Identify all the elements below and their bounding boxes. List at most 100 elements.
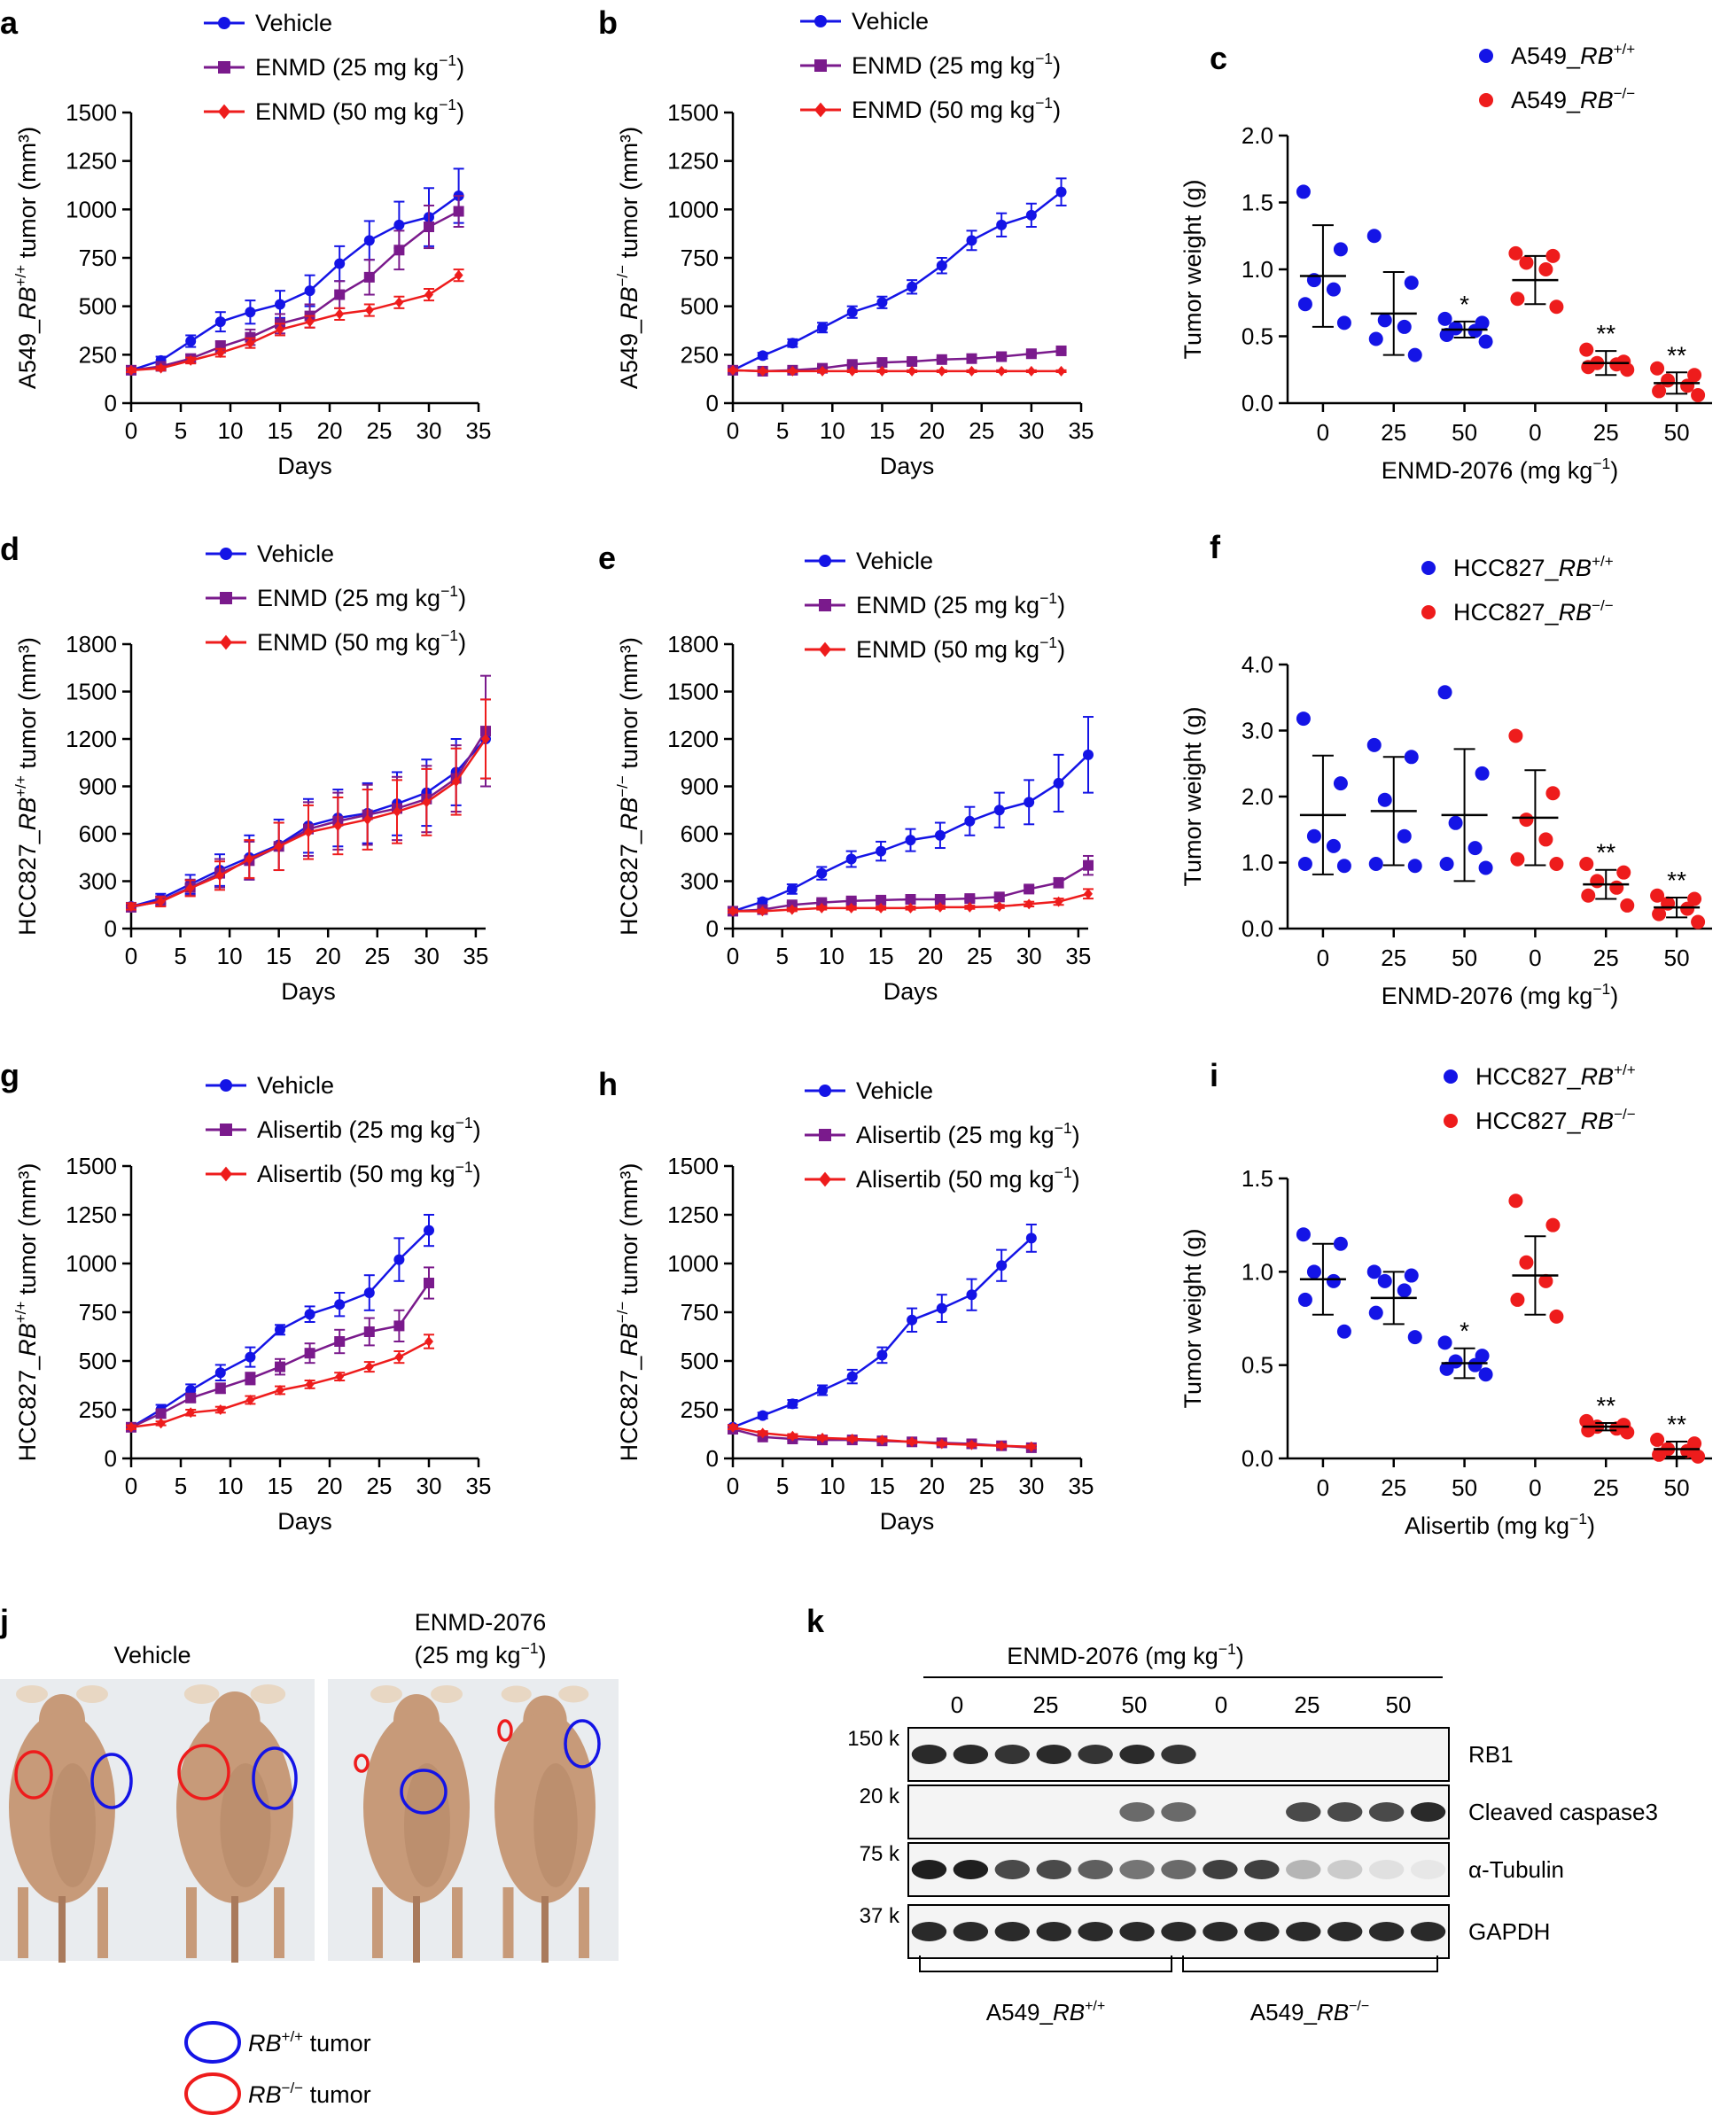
data-point [817,1385,829,1396]
y-tick-label: 1.5 [1242,1165,1273,1192]
text-run: ENMD-2076 (mg kg [1382,983,1593,1009]
x-tick-label: 0 [727,417,739,444]
data-point [334,258,346,269]
mw-marker: 20 k [860,1785,900,1808]
x-tick-label: 50 [1452,1474,1477,1501]
ylabel-superscript: −/− [614,1302,631,1324]
data-point [451,776,461,788]
band-label: RB1 [1468,1741,1514,1768]
y-tick-label: 0.0 [1242,1445,1273,1472]
data-point [1508,1194,1523,1209]
data-point [876,845,887,857]
mouse-body [363,1712,470,1903]
text-run: ) [1610,457,1618,484]
legend-superscript: +/+ [282,2028,304,2045]
rb-wt-tumor-outline [90,1753,133,1809]
legend-swatch-marker [220,548,232,560]
y-axis-label: Tumor weight (g) [1179,706,1206,886]
ylabel-prefix: HCC827_ [14,829,41,936]
data-point [363,1287,375,1298]
mouse-ear [250,1684,286,1704]
legend-swatch-marker [220,1079,232,1092]
blot-band [994,1745,1031,1764]
text-run: Alisertib (25 mg kg [257,1116,455,1143]
legend-swatch-marker [220,592,232,604]
data-point [935,901,945,913]
series-2 [126,268,464,376]
group-2: * [1437,1318,1493,1382]
data-point [817,322,829,333]
superscript: −1 [440,626,458,644]
data-point [1609,880,1624,895]
x-tick-label: 30 [1018,1473,1044,1499]
legend-label: HCC827_RB−/− [1475,1106,1636,1134]
x-axis-label: Days [277,1508,332,1535]
panel-label-g: g [0,1057,19,1093]
blot-band [953,1860,989,1879]
x-tick-label: 20 [919,1473,945,1499]
data-point [1609,1421,1624,1436]
blot-band [1119,1745,1155,1764]
data-point [1439,327,1454,342]
data-point [1404,276,1419,291]
western-blot-panel-k: k ENMD-2076 (mg kg−1) 0 25 50 0 25 50 150 k RB1 20… [806,1603,1658,2026]
y-axis-label: A549_RB−/− tumor (mm³) [614,127,642,389]
y-tick-label: 250 [79,341,117,368]
data-point [454,269,463,281]
x-tick-label: 5 [175,417,187,444]
data-point [186,354,196,366]
data-point [876,1349,888,1361]
y-tick-label: 1200 [66,726,117,752]
data-point [816,867,828,879]
data-point [757,1410,768,1421]
significance-mark: ** [1596,839,1615,867]
data-point [1590,874,1605,889]
legend-label: ENMD (50 mg kg−1) [856,634,1065,663]
data-point [937,1438,946,1450]
data-point [304,285,315,297]
ylabel-superscript: +/+ [12,775,29,797]
legend-label: Alisertib (50 mg kg−1) [257,1158,481,1187]
y-tick-label: 250 [681,1396,719,1423]
legend-swatch-marker [1421,561,1436,575]
data-point [1650,888,1665,903]
rb-null-tumor-outline [177,1744,230,1800]
panel-label-k: k [806,1603,825,1639]
data-point [1467,841,1483,856]
blot-band [1286,1922,1321,1941]
series-line [732,191,1063,371]
data-point [1519,255,1534,270]
data-point [276,323,284,335]
data-point [787,1398,798,1410]
data-point [1083,749,1094,760]
treated-label-line1: ENMD-2076 [415,1609,547,1636]
data-point [846,307,858,318]
x-tick-label: 25 [364,943,390,969]
legend-gene: RB [1580,43,1614,69]
mw-marker: 37 k [860,1904,900,1928]
data-point [481,734,490,744]
data-point [393,245,405,256]
mouse-ear [501,1685,532,1703]
legend-swatch-marker [218,61,230,74]
group-5: ** [1650,1411,1706,1464]
data-point [907,1314,918,1326]
data-point [905,894,916,906]
data-point [1620,898,1635,913]
blot-band [911,1922,947,1941]
panel-label-h: h [598,1066,618,1102]
blot-band [1036,1745,1071,1764]
data-point [1475,766,1490,781]
group-4: ** [1579,320,1635,377]
legend-label: HCC827_RB+/+ [1453,553,1614,581]
data-point [1545,1217,1561,1232]
legend-label: A549_RB+/+ [1511,41,1635,69]
data-point [186,1407,196,1419]
y-tick-label: 1800 [667,631,719,657]
data-point [393,806,401,818]
series-line [732,369,1062,373]
